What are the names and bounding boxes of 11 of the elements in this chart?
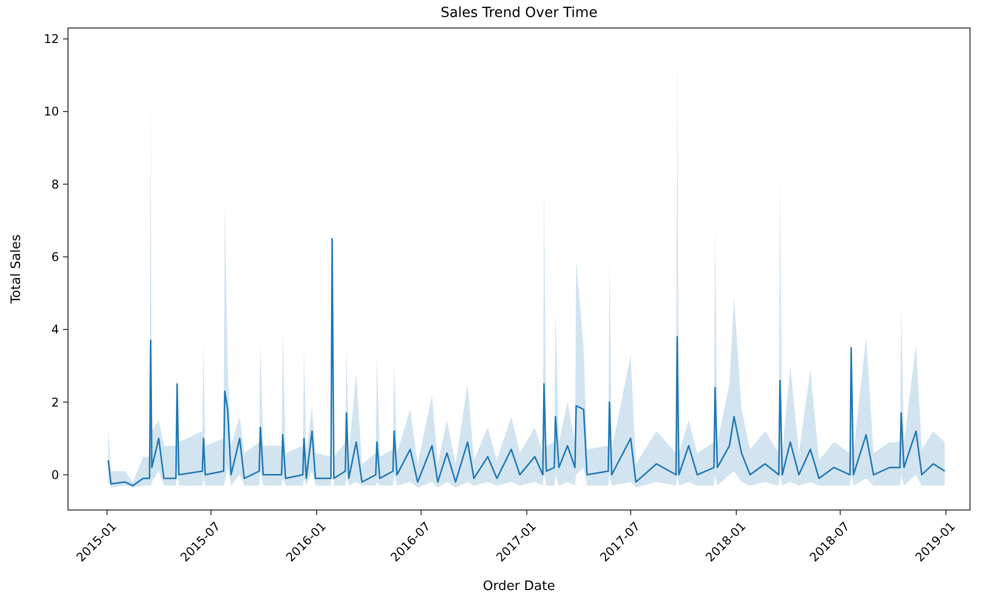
y-tick-label: 12 <box>44 32 59 46</box>
chart-title: Sales Trend Over Time <box>440 5 598 21</box>
y-tick-label: 10 <box>44 104 59 119</box>
x-axis-title: Order Date <box>482 579 556 594</box>
y-tick-label: 6 <box>51 250 59 264</box>
y-tick-label: 2 <box>51 395 59 410</box>
y-tick-label: 4 <box>51 322 59 337</box>
y-tick-label: 8 <box>51 177 59 192</box>
y-axis-title: Total Sales <box>9 234 24 305</box>
line-series <box>107 238 946 486</box>
y-tick-label: 0 <box>51 468 59 482</box>
